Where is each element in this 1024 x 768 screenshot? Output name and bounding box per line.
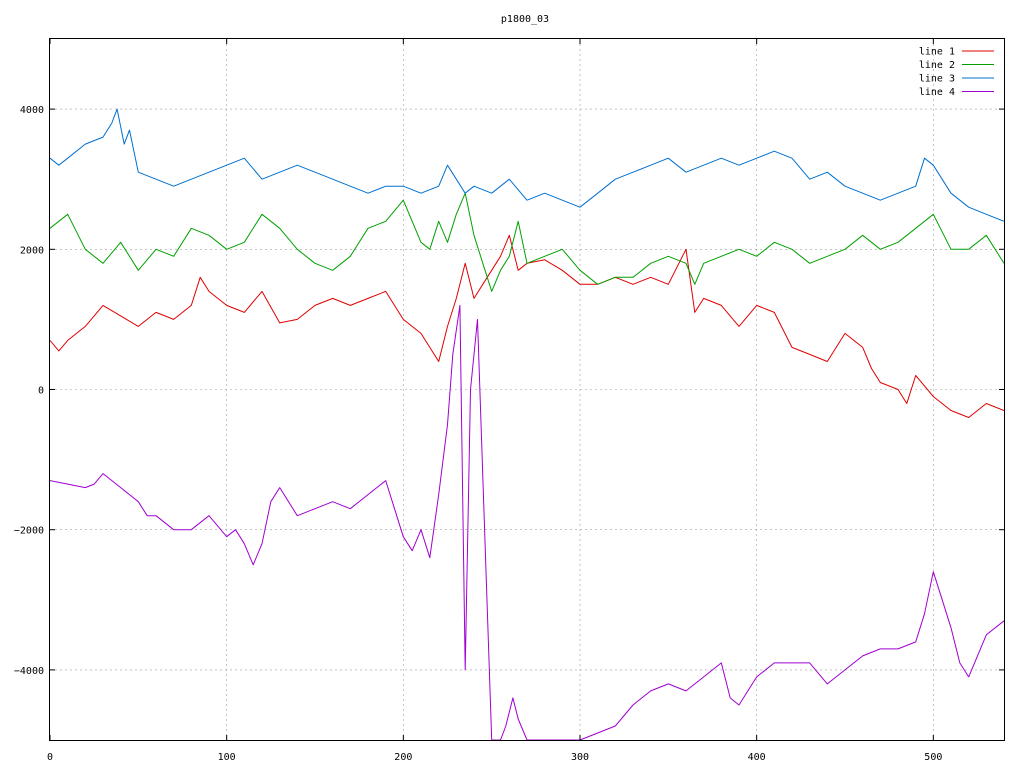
plot-frame — [49, 38, 1005, 741]
legend-label: line 3 — [919, 74, 955, 85]
series-line-4 — [50, 304, 1004, 740]
y-tick-label: 0 — [38, 386, 44, 397]
grid — [50, 39, 1004, 740]
axis-ticks: 0 100 200 300 400 500 −4000 −2000 0 2000 4000 — [14, 39, 1004, 763]
series-line-1 — [50, 234, 1004, 418]
y-tick-label: −4000 — [14, 666, 44, 677]
series-line-2 — [50, 192, 1004, 292]
x-tick-label: 300 — [571, 752, 589, 763]
x-tick-label: 100 — [218, 752, 236, 763]
series-line-3 — [50, 108, 1004, 222]
y-tick-label: 2000 — [20, 245, 44, 256]
y-tick-label: −2000 — [14, 526, 44, 537]
legend-label: line 1 — [919, 47, 955, 58]
x-tick-label: 500 — [924, 752, 942, 763]
x-tick-label: 0 — [47, 752, 53, 763]
legend: line 1 line 2 line 3 line 4 — [919, 47, 994, 98]
x-tick-label: 400 — [748, 752, 766, 763]
legend-label: line 2 — [919, 60, 955, 71]
plot-area — [50, 108, 1004, 740]
chart-title: p1800_03 — [501, 14, 549, 25]
y-tick-label: 4000 — [20, 105, 44, 116]
legend-label: line 4 — [919, 87, 955, 98]
x-tick-label: 200 — [394, 752, 412, 763]
